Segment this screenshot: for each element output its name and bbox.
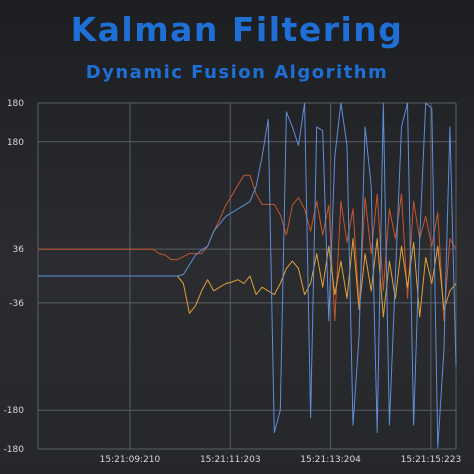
series-line-1 bbox=[38, 174, 457, 322]
axes: 180 180 36 -36 -180 -180 15:21:09:210 15:21:11:… bbox=[4, 99, 462, 465]
y-tick-label: -36 bbox=[9, 299, 24, 309]
x-tick-label: 15:21:11:203 bbox=[200, 455, 261, 465]
y-tick-label: -180 bbox=[4, 445, 25, 455]
series-line-2 bbox=[38, 238, 457, 318]
x-tick-label: 15:21:13:204 bbox=[300, 455, 361, 465]
y-tick-label: 180 bbox=[7, 99, 24, 109]
y-tick-label: -180 bbox=[4, 406, 25, 416]
chart-title: Kalman Filtering bbox=[70, 10, 404, 49]
series-lines bbox=[38, 102, 457, 448]
chart-subtitle: Dynamic Fusion Algorithm bbox=[85, 62, 389, 83]
y-tick-label: 180 bbox=[7, 138, 24, 148]
x-tick-label: 15:21:15:223 bbox=[401, 455, 462, 465]
x-tick-label: 15:21:09:210 bbox=[100, 455, 161, 465]
y-tick-label: 36 bbox=[13, 245, 25, 255]
series-line-3 bbox=[38, 102, 457, 448]
